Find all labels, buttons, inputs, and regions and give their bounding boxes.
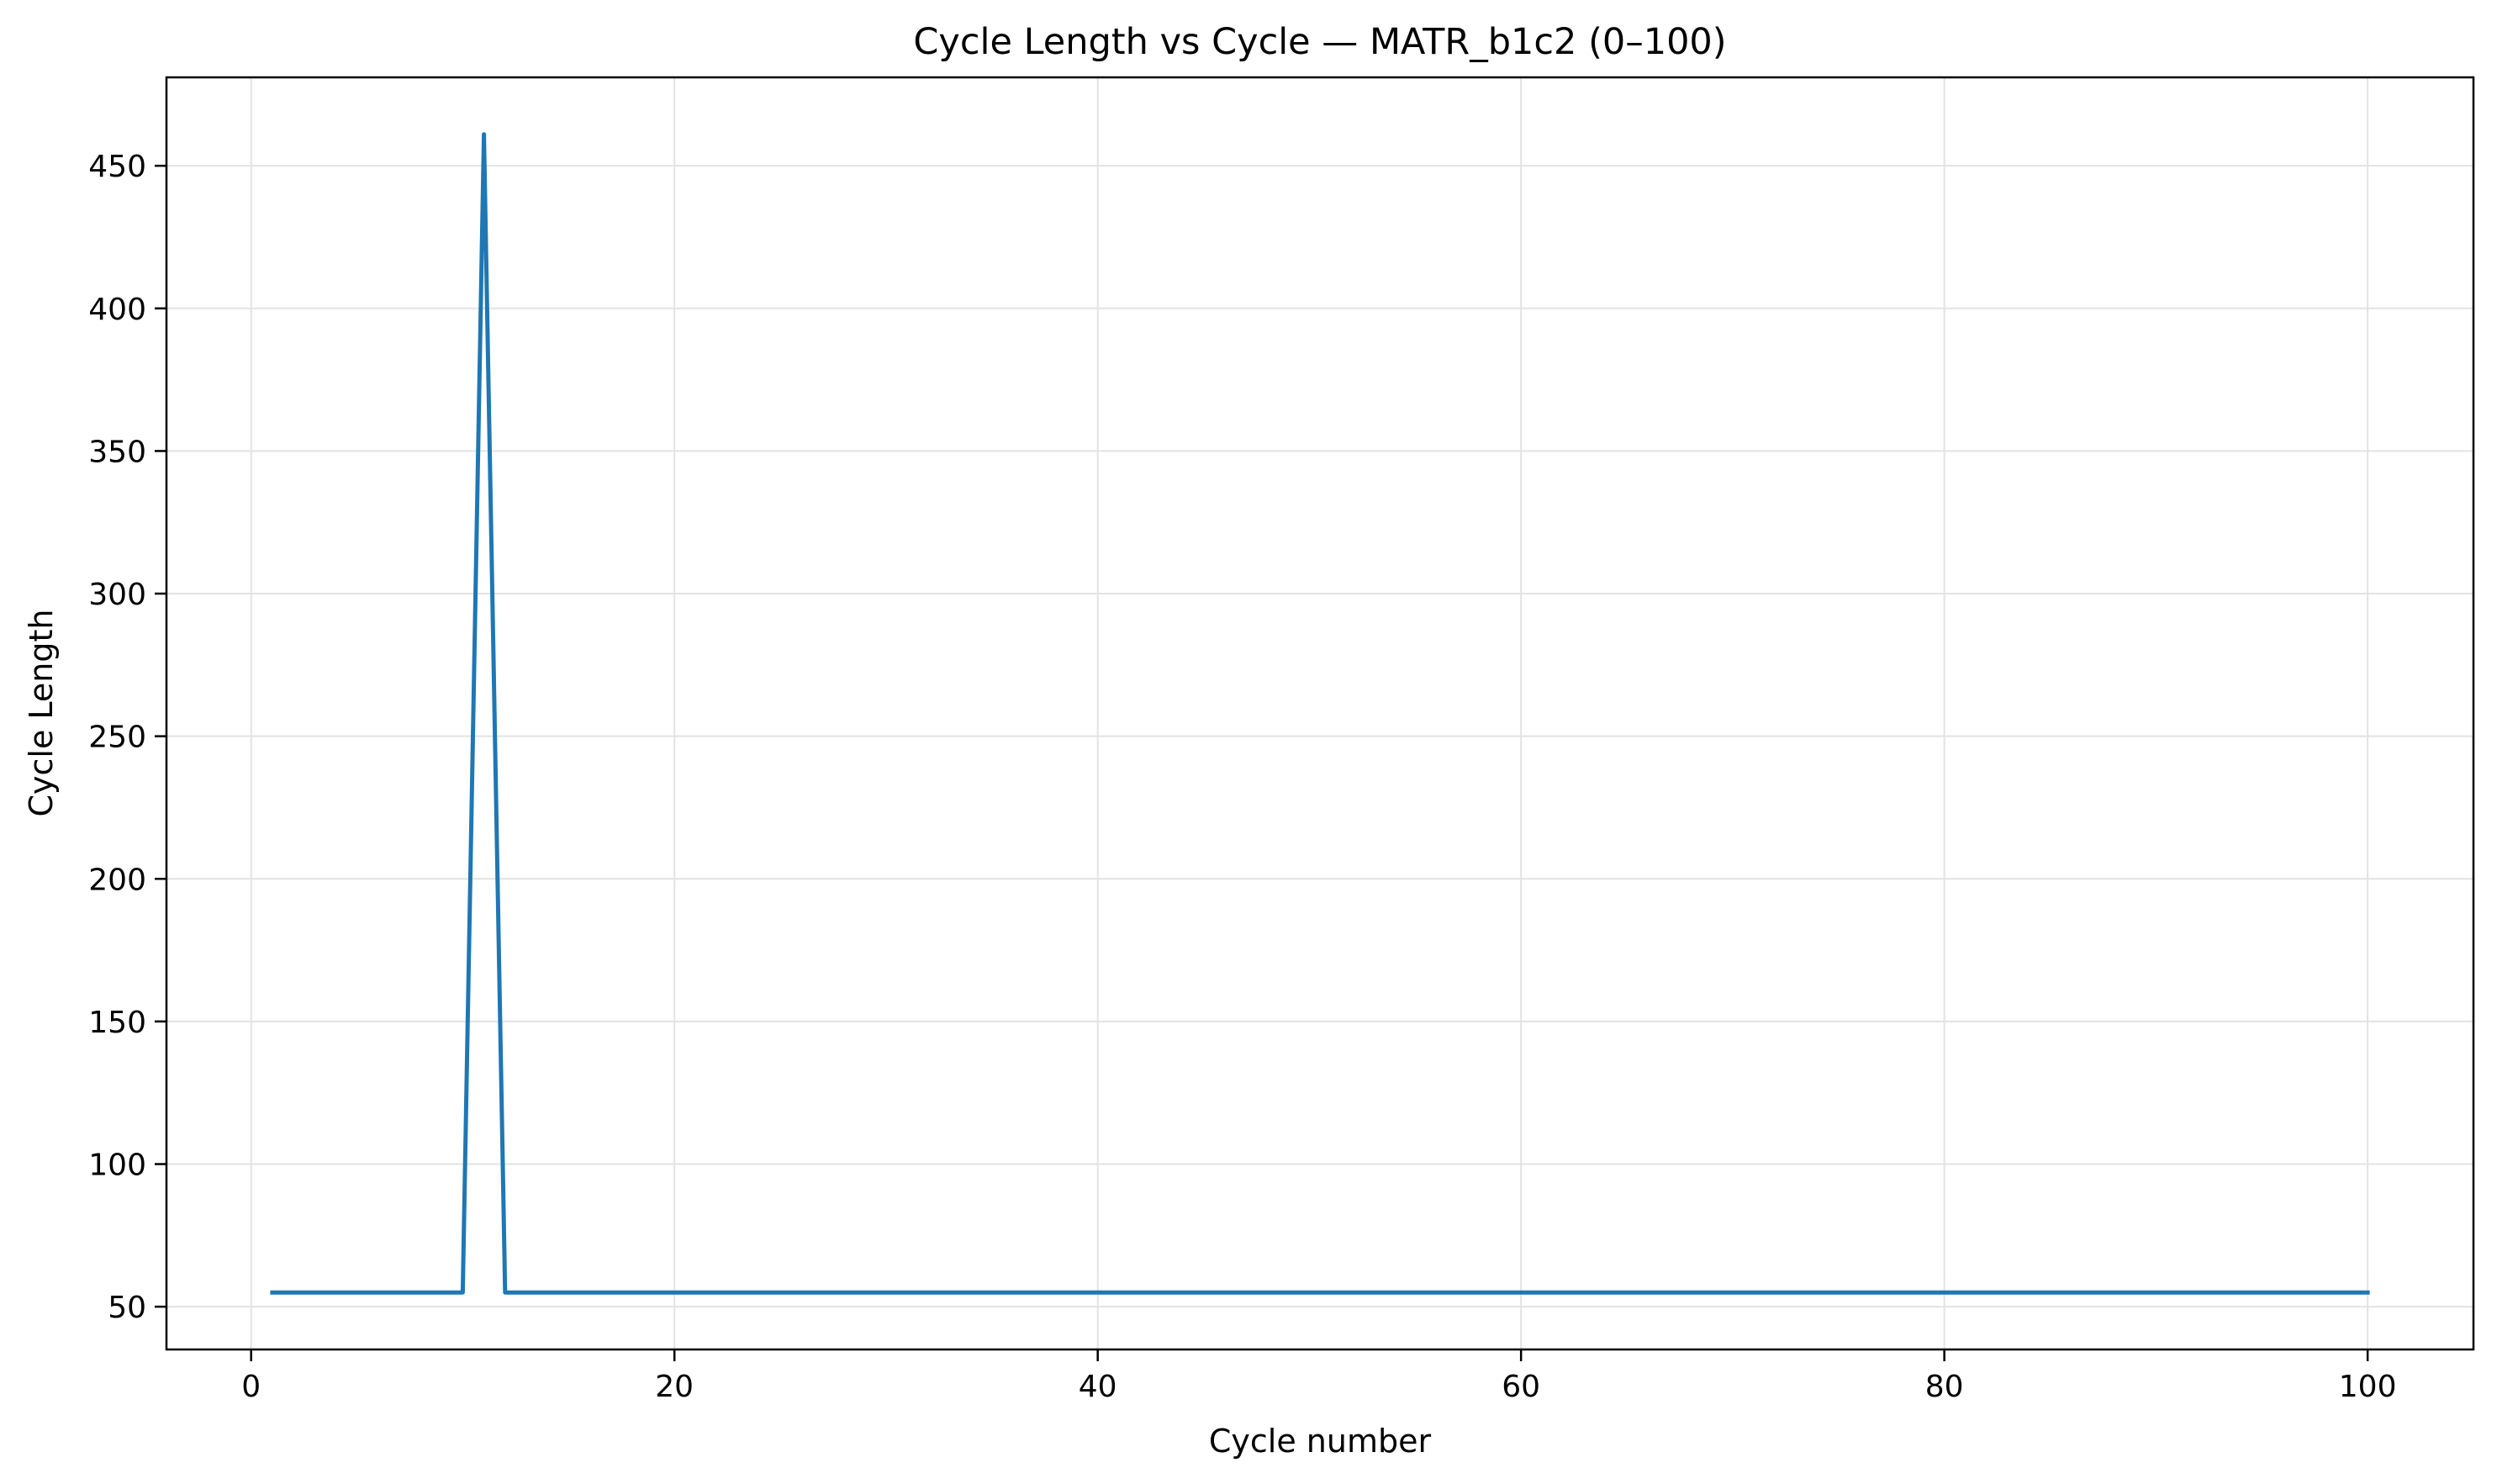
x-axis-label: Cycle number bbox=[1209, 1423, 1432, 1460]
chart-title: Cycle Length vs Cycle — MATR_b1c2 (0–100… bbox=[913, 21, 1726, 63]
axes: 0 20 40 60 80 100 50 100 150 200 250 300 350 400 450 bbox=[88, 150, 2396, 1404]
y-tick-label: 250 bbox=[88, 721, 146, 755]
x-tick-label: 20 bbox=[655, 1370, 694, 1404]
y-tick-label: 400 bbox=[88, 293, 146, 327]
grid bbox=[166, 77, 2473, 1349]
y-axis-label: Cycle Length bbox=[23, 610, 60, 817]
x-tick-label: 80 bbox=[1925, 1370, 1964, 1404]
y-tick-label: 350 bbox=[88, 435, 146, 469]
y-tick-label: 100 bbox=[88, 1148, 146, 1182]
x-tick-label: 60 bbox=[1502, 1370, 1540, 1404]
y-tick-label: 150 bbox=[88, 1006, 146, 1040]
x-tick-label: 0 bbox=[241, 1370, 261, 1404]
y-tick-label: 450 bbox=[88, 150, 146, 184]
plot-frame bbox=[165, 76, 2475, 1351]
y-tick-label: 50 bbox=[108, 1291, 146, 1325]
x-tick-label: 100 bbox=[2339, 1370, 2397, 1404]
y-tick-label: 300 bbox=[88, 578, 146, 612]
cycle-length-series-line bbox=[270, 132, 2370, 1295]
series-layer bbox=[270, 132, 2370, 1295]
x-tick-label: 40 bbox=[1079, 1370, 1117, 1404]
y-tick-label: 200 bbox=[88, 863, 146, 897]
